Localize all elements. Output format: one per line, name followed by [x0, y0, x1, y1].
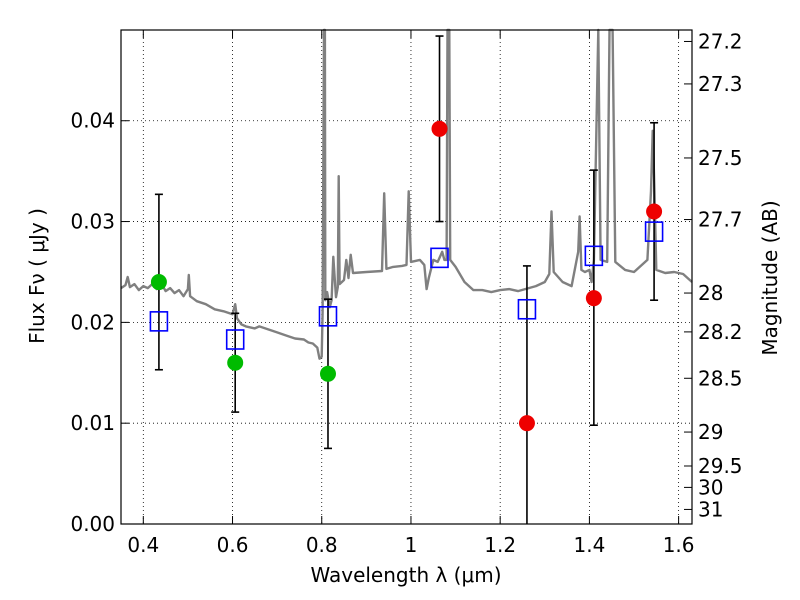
model-photometry-square: [517, 298, 537, 320]
y-axis-ticks: 0.00 0.01 0.02 0.03 0.04: [70, 109, 129, 536]
model-photometry-square: [584, 245, 604, 267]
magnitude-tick-label: 29: [698, 420, 723, 444]
x-tick-label: 1.6: [663, 533, 695, 557]
model-photometry-square: [644, 221, 664, 242]
magnitude-tick-label: 31: [698, 497, 723, 521]
y-tick-label: 0.02: [70, 310, 115, 334]
model-photometry-square: [430, 247, 449, 269]
plot-frame: [120, 29, 693, 525]
x-tick-label: 1: [405, 533, 418, 557]
spectrum-layer: [120, 28, 693, 360]
x-axis-title: Wavelength λ (μm): [310, 563, 501, 587]
magnitude-axis-title: Magnitude (AB): [758, 200, 782, 355]
x-tick-label: 1.2: [484, 533, 516, 557]
nir-observation-point: [518, 415, 535, 432]
marker-layer: [149, 120, 664, 432]
nir-observation-point: [431, 120, 448, 137]
model-photometry-square: [225, 329, 245, 350]
magnitude-tick-label: 27.5: [698, 146, 743, 170]
magnitude-tick-label: 27.2: [698, 29, 743, 53]
optical-observation-point: [150, 274, 167, 291]
y-tick-label: 0.04: [70, 109, 115, 133]
optical-observation-point: [319, 365, 336, 382]
model-spectrum-line: [120, 28, 693, 360]
x-tick-label: 0.8: [306, 533, 338, 557]
magnitude-tick-label: 28.5: [698, 366, 743, 390]
model-photometry-square: [149, 311, 169, 332]
magnitude-tick-label: 28: [698, 281, 723, 305]
x-tick-label: 0.6: [217, 533, 249, 557]
magnitude-tick-label: 29.5: [698, 454, 743, 478]
nir-observation-point: [646, 203, 663, 220]
y-axis-title: Flux Fν ( μJy ): [25, 208, 49, 344]
x-tick-label: 1.4: [573, 533, 605, 557]
model-photometry-square: [318, 306, 338, 327]
nir-observation-point: [585, 290, 602, 307]
magnitude-tick-label: 30: [698, 475, 723, 499]
magnitude-tick-label: 28.2: [698, 320, 743, 344]
x-axis-ticks: 0.4 0.6 0.8 1 1.2 1.4 1.6: [127, 30, 695, 557]
y-tick-label: 0.00: [70, 512, 115, 536]
optical-observation-point: [227, 354, 244, 371]
y-tick-label: 0.03: [70, 210, 115, 234]
x-tick-label: 0.4: [127, 533, 159, 557]
y-tick-label: 0.01: [70, 411, 115, 435]
magnitude-tick-label: 27.3: [698, 72, 743, 96]
magnitude-tick-label: 27.7: [698, 208, 743, 232]
